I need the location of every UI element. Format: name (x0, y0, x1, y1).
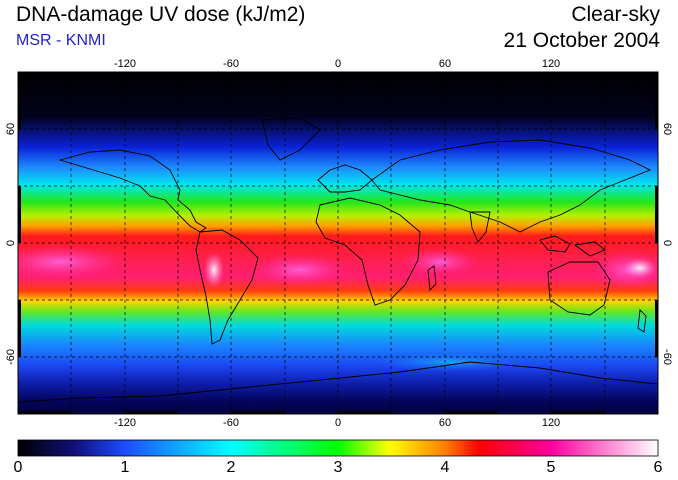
map-title: DNA-damage UV dose (kJ/m2) (16, 3, 306, 26)
lat-label-left: 0 (5, 239, 17, 247)
lon-label-top: 120 (541, 58, 561, 70)
colorbar-tick-label: 2 (226, 459, 236, 476)
date-label: 21 October 2004 (503, 29, 660, 52)
lon-label-bottom: -60 (223, 417, 239, 429)
colorbar-tick-label: 5 (546, 459, 556, 476)
lat-label-left: 60 (5, 122, 17, 136)
colorbar-tick-label: 3 (333, 459, 343, 476)
lat-label-right: 0 (661, 239, 673, 247)
lat-label-left: -60 (5, 349, 17, 365)
data-source-label: MSR - KNMI (16, 32, 106, 49)
lon-label-bottom: 0 (334, 417, 342, 429)
lon-label-bottom: 60 (438, 417, 452, 429)
uv-field (18, 72, 658, 414)
lon-label-top: 0 (334, 58, 342, 70)
colorbar-tick-label: 6 (653, 459, 663, 476)
lat-label-right: 60 (661, 122, 673, 136)
colorbar-tick-label: 4 (440, 459, 450, 476)
colorbar-tick-label: 0 (13, 459, 23, 476)
coastlines (18, 117, 658, 403)
sky-condition-label: Clear-sky (571, 3, 660, 26)
map-frame (17, 71, 659, 415)
lat-label-right: -60 (661, 349, 673, 365)
lon-label-bottom: -120 (113, 417, 137, 429)
colorbar (17, 439, 659, 457)
lon-label-top: -60 (223, 58, 239, 70)
lon-label-top: -120 (113, 58, 137, 70)
colorbar-tick-label: 1 (120, 459, 130, 476)
graticule (18, 72, 658, 414)
lon-label-bottom: 120 (541, 417, 561, 429)
lon-label-top: 60 (438, 58, 452, 70)
